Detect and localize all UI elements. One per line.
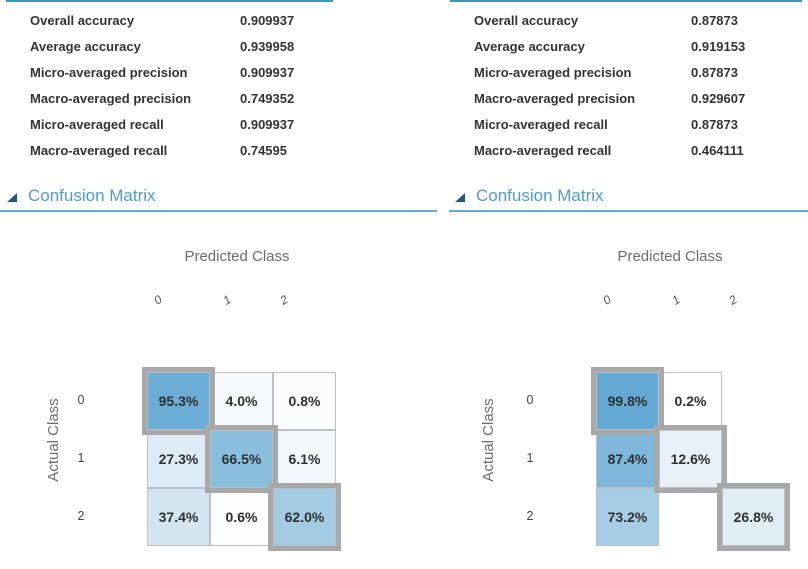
row-tick-label: 2 (77, 509, 85, 523)
metric-value: 0.909937 (240, 13, 295, 28)
metric-row: Average accuracy 0.919153 (474, 34, 745, 60)
row-tick-label: 0 (526, 393, 534, 407)
matrix-cell: 0.8% (273, 372, 336, 430)
metric-label: Overall accuracy (474, 13, 579, 28)
evaluation-panel-left: Overall accuracy 0.909937 Average accura… (0, 0, 437, 546)
metric-row: Macro-averaged precision 0.929607 (474, 86, 745, 112)
matrix-cell: 12.6% (659, 430, 722, 488)
metric-label: Macro-averaged recall (30, 143, 168, 158)
panel-top-border (450, 0, 802, 2)
metric-label: Micro-averaged precision (30, 65, 188, 80)
evaluation-panel-right: Overall accuracy 0.87873 Average accurac… (449, 0, 808, 569)
metric-value: 0.919153 (691, 39, 746, 54)
collapse-triangle-icon[interactable] (7, 193, 17, 202)
matrix-cell: 27.3% (147, 430, 210, 488)
matrix-cell: 95.3% (147, 372, 210, 430)
matrix-cell: 37.4% (147, 488, 210, 546)
matrix-cell: 66.5% (210, 430, 273, 488)
metrics-table: Overall accuracy 0.87873 Average accurac… (474, 8, 745, 164)
metric-row: Micro-averaged precision 0.909937 (30, 60, 294, 86)
metric-label: Macro-averaged precision (474, 91, 636, 106)
metric-row: Macro-averaged precision 0.749352 (30, 86, 294, 112)
metric-value: 0.749352 (240, 91, 295, 106)
actual-class-label: Actual Class (45, 398, 62, 482)
metric-row: Average accuracy 0.939958 (30, 34, 294, 60)
metric-label: Macro-averaged recall (474, 143, 612, 158)
predicted-class-label: Predicted Class (617, 248, 723, 265)
confusion-matrix-section-header[interactable]: Confusion Matrix (7, 186, 156, 206)
metric-value: 0.87873 (691, 65, 738, 80)
row-tick-label: 1 (77, 451, 85, 465)
metric-value: 0.74595 (240, 143, 287, 158)
row-tick-label: 2 (526, 509, 534, 523)
collapse-triangle-icon[interactable] (455, 193, 465, 202)
confusion-matrix-grid: 95.3% 4.0% 0.8% 27.3% 66.5% 6.1% 37.4% 0… (147, 372, 336, 546)
column-tick-label: 0 (151, 292, 165, 308)
row-tick-label: 0 (77, 393, 85, 407)
actual-class-label: Actual Class (480, 398, 497, 482)
metric-label: Average accuracy (30, 39, 141, 54)
column-tick-label: 1 (220, 292, 234, 308)
matrix-cell (659, 488, 722, 546)
column-tick-label: 1 (669, 292, 683, 308)
metric-row: Overall accuracy 0.909937 (30, 8, 294, 34)
metric-value: 0.464111 (691, 143, 744, 158)
metric-row: Overall accuracy 0.87873 (474, 8, 745, 34)
matrix-cell (722, 430, 785, 488)
section-divider (0, 210, 437, 212)
section-title: Confusion Matrix (476, 186, 604, 205)
matrix-cell: 0.6% (210, 488, 273, 546)
metric-row: Micro-averaged precision 0.87873 (474, 60, 745, 86)
matrix-cell: 73.2% (596, 488, 659, 546)
metric-label: Overall accuracy (30, 13, 135, 28)
confusion-matrix-section-header[interactable]: Confusion Matrix (455, 186, 604, 206)
metric-label: Macro-averaged precision (30, 91, 192, 106)
metric-value: 0.87873 (691, 117, 738, 132)
metric-value: 0.929607 (691, 91, 746, 106)
section-divider (449, 210, 808, 212)
metric-label: Micro-averaged precision (474, 65, 632, 80)
confusion-matrix-grid: 99.8% 0.2% 87.4% 12.6% 73.2% 26.8% (596, 372, 785, 546)
matrix-cell: 6.1% (273, 430, 336, 488)
panel-top-border (6, 0, 333, 2)
metric-row: Micro-averaged recall 0.87873 (474, 112, 745, 138)
matrix-cell: 0.2% (659, 372, 722, 430)
metric-value: 0.939958 (240, 39, 295, 54)
metric-value: 0.87873 (691, 13, 738, 28)
metric-value: 0.909937 (240, 117, 295, 132)
matrix-cell (722, 372, 785, 430)
metric-label: Average accuracy (474, 39, 585, 54)
column-tick-label: 2 (277, 292, 291, 308)
metric-row: Micro-averaged recall 0.909937 (30, 112, 294, 138)
column-tick-label: 0 (600, 292, 614, 308)
metric-label: Micro-averaged recall (30, 117, 164, 132)
matrix-cell: 62.0% (273, 488, 336, 546)
column-tick-label: 2 (726, 292, 740, 308)
metric-row: Macro-averaged recall 0.74595 (30, 138, 294, 164)
matrix-cell: 4.0% (210, 372, 273, 430)
section-title: Confusion Matrix (28, 186, 156, 205)
metrics-table: Overall accuracy 0.909937 Average accura… (30, 8, 294, 164)
predicted-class-label: Predicted Class (184, 248, 290, 265)
metric-value: 0.909937 (240, 65, 295, 80)
row-tick-label: 1 (526, 451, 534, 465)
metric-row: Macro-averaged recall 0.464111 (474, 138, 745, 164)
matrix-cell: 26.8% (722, 488, 785, 546)
matrix-cell: 87.4% (596, 430, 659, 488)
matrix-cell: 99.8% (596, 372, 659, 430)
metric-label: Micro-averaged recall (474, 117, 608, 132)
